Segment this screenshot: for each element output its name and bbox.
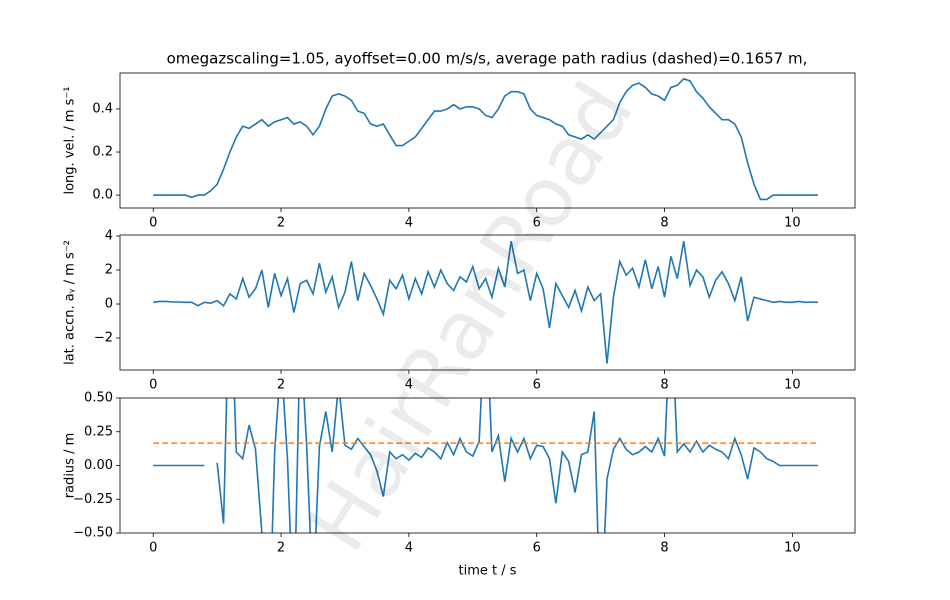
data-line — [153, 398, 818, 533]
x-tick-label: 2 — [277, 378, 285, 393]
axes-frame — [119, 234, 856, 371]
y-axis-label: long. vel. / m s⁻¹ — [63, 86, 78, 194]
y-tick-label: −0.50 — [73, 526, 113, 541]
y-tick-label: 0.00 — [84, 458, 113, 473]
y-tick-label: −0.25 — [73, 492, 113, 507]
x-tick-label: 0 — [149, 541, 157, 556]
x-tick-label: 2 — [277, 216, 285, 231]
x-tick-label: 8 — [660, 541, 668, 556]
y-axis-label: lat. accn. aᵧ / m s⁻² — [63, 240, 78, 365]
x-tick-label: 0 — [149, 378, 157, 393]
y-tick-label: 0.4 — [92, 101, 113, 116]
plot-area — [153, 240, 818, 364]
plot-area — [153, 77, 818, 201]
y-tick-label: 0.0 — [92, 188, 113, 203]
x-tick-label: 8 — [660, 378, 668, 393]
x-tick-label: 10 — [784, 541, 801, 556]
y-axis-label: radius / m — [63, 433, 78, 499]
x-tick-label: 6 — [533, 216, 541, 231]
data-line — [153, 240, 818, 364]
x-tick-label: 10 — [784, 378, 801, 393]
x-tick-label: 0 — [149, 216, 157, 231]
plot-area — [153, 398, 818, 533]
y-tick-label: 0.50 — [84, 391, 113, 406]
x-tick-label: 6 — [533, 541, 541, 556]
chart-title: omegazscaling=1.05, ayoffset=0.00 m/s/s,… — [167, 50, 808, 68]
axes-frame — [119, 72, 856, 209]
x-tick-label: 2 — [277, 541, 285, 556]
x-tick-label: 8 — [660, 216, 668, 231]
y-tick-label: −2 — [94, 331, 113, 346]
x-tick-label: 4 — [405, 216, 413, 231]
watermark: HairRanRoad — [290, 67, 652, 568]
x-tick-label: 4 — [405, 378, 413, 393]
data-line — [153, 77, 818, 201]
x-axis-label: time t / s — [458, 564, 516, 579]
x-tick-label: 4 — [405, 541, 413, 556]
y-tick-label: 0.25 — [84, 424, 113, 439]
x-tick-label: 10 — [784, 216, 801, 231]
y-tick-label: 2 — [105, 263, 113, 278]
x-tick-label: 6 — [533, 378, 541, 393]
y-tick-label: 0.2 — [92, 145, 113, 160]
y-tick-label: 0 — [105, 297, 113, 312]
y-tick-label: 4 — [105, 229, 113, 244]
